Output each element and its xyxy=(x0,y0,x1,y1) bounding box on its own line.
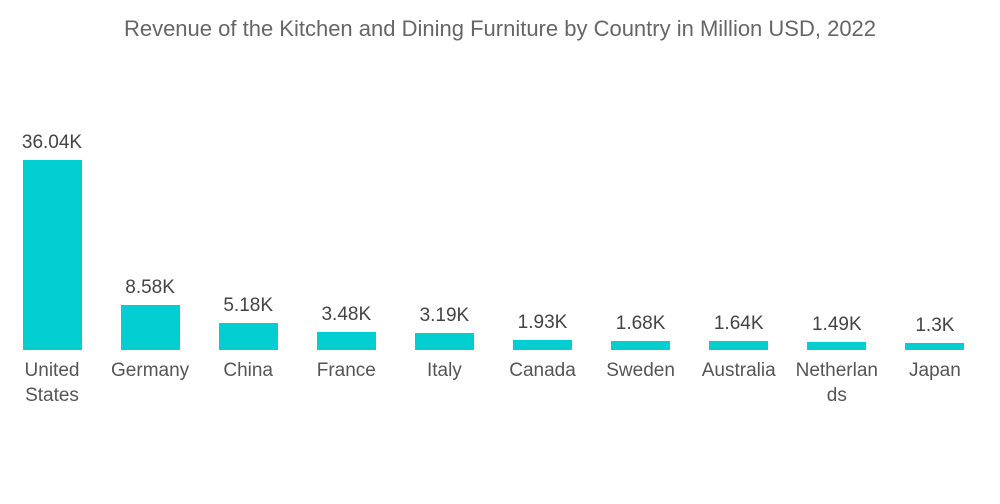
data-label: 36.04K xyxy=(21,132,83,153)
category-label: Canada xyxy=(509,360,576,381)
category-label: France xyxy=(316,360,376,381)
bar-2 xyxy=(218,322,278,350)
category-label: Australia xyxy=(701,360,776,381)
data-label: 3.19K xyxy=(419,305,470,327)
bar-0 xyxy=(22,160,82,350)
data-label: 3.48K xyxy=(321,303,372,325)
category-label: United States xyxy=(24,360,80,406)
bar-4 xyxy=(414,333,474,350)
category-label: Germany xyxy=(111,360,190,381)
bar-3 xyxy=(316,331,376,350)
category-label: Japan xyxy=(909,360,961,381)
bar-5 xyxy=(513,339,572,350)
data-label: 1.49K xyxy=(811,314,862,336)
data-label: 1.3K xyxy=(915,315,955,337)
category-label: Netherlands xyxy=(795,360,878,406)
category-label: China xyxy=(223,360,274,381)
bar-7 xyxy=(709,341,769,350)
bar-6 xyxy=(611,341,671,350)
data-label: 5.18K xyxy=(223,294,274,316)
category-label: Sweden xyxy=(606,360,675,381)
data-label: 1.93K xyxy=(517,311,568,333)
category-label: Italy xyxy=(426,360,462,381)
bar-9 xyxy=(905,343,965,350)
bar-8 xyxy=(807,342,867,350)
chart-title: Revenue of the Kitchen and Dining Furnit… xyxy=(123,16,877,41)
data-label: 1.68K xyxy=(615,313,666,335)
data-label: 1.64K xyxy=(713,313,764,335)
data-label: 8.58K xyxy=(125,276,175,298)
bar-1 xyxy=(120,304,180,350)
